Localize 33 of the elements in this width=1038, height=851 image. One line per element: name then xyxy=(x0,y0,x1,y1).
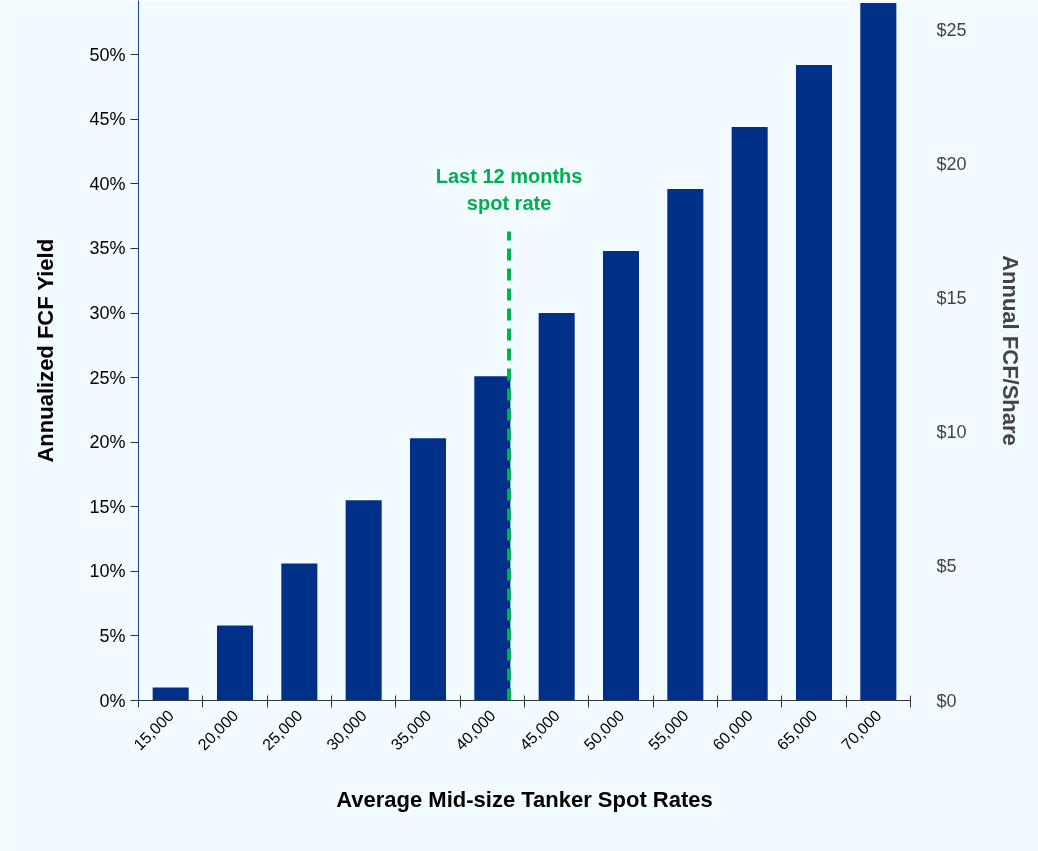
bar xyxy=(538,313,575,701)
y2-tick-label: $20 xyxy=(936,154,967,175)
y2-axis-title: Annual FCF/Share xyxy=(997,255,1023,446)
bar xyxy=(281,563,318,701)
bar xyxy=(216,625,254,701)
bar xyxy=(474,376,511,701)
y-tick-label: 20% xyxy=(89,432,126,453)
x-axis-title: Average Mid-size Tanker Spot Rates xyxy=(336,786,713,812)
ref-line-label: Last 12 months spot rate xyxy=(435,164,583,214)
y-tick-label: 0% xyxy=(99,690,126,711)
bar xyxy=(860,3,897,701)
y-tick-label: 45% xyxy=(89,109,126,130)
y-tick-label: 10% xyxy=(89,561,126,582)
y-tick-label: 5% xyxy=(99,625,126,646)
y-tick-label: 30% xyxy=(89,303,126,324)
bar xyxy=(795,65,833,701)
y2-tick-label: $25 xyxy=(936,20,967,40)
y-tick-label: 40% xyxy=(89,173,126,194)
y2-tick-label: $10 xyxy=(936,422,967,443)
y-axis-title: Annualized FCF Yield xyxy=(33,238,59,463)
bar xyxy=(409,438,447,701)
y2-tick-label: $15 xyxy=(936,288,967,309)
y-tick-label: 35% xyxy=(89,238,126,259)
y-tick-label: 25% xyxy=(89,367,126,388)
y2-tick-label: $0 xyxy=(936,690,957,711)
bar xyxy=(731,127,768,701)
y2-tick-label: $5 xyxy=(936,556,957,577)
bar xyxy=(152,687,189,701)
bar xyxy=(667,189,704,701)
bar xyxy=(345,500,382,701)
y-tick-label: 50% xyxy=(89,44,126,65)
bar xyxy=(602,251,640,701)
y-tick-label: 15% xyxy=(89,496,126,517)
